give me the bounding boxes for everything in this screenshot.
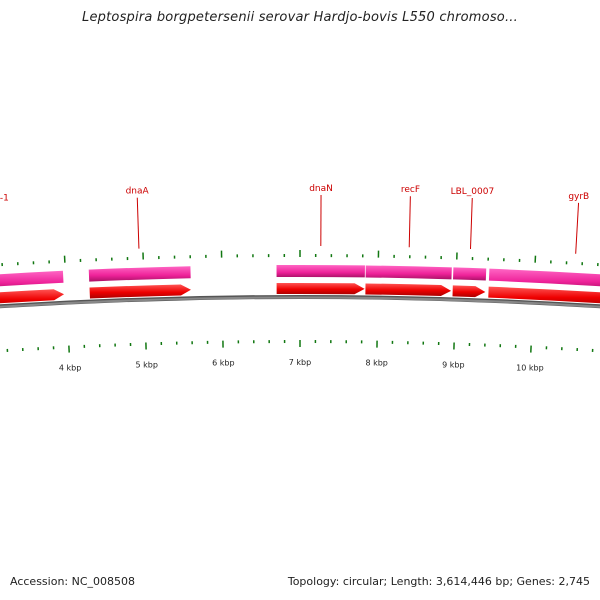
cds-feature-lbl-0007 — [453, 267, 487, 281]
gene-label-lbl-0007: LBL_0007 — [451, 187, 495, 197]
gene-arrow-gyrb — [488, 286, 600, 304]
ticks-layer: 4 kbp 5 kbp 6 kbp 7 kbp 8 kbp 9 kbp 10 kbp — [1, 250, 599, 373]
tick-label: 5 kbp — [135, 360, 157, 369]
cds-feature-dnax-1 — [0, 270, 64, 287]
gene-label-dnaa: dnaA — [126, 187, 150, 197]
gene-arrow-dnan — [276, 283, 365, 295]
gene-label-dnax-1: dnaX-1 — [0, 194, 9, 204]
tick-label: 7 kbp — [289, 358, 311, 367]
map-title: Leptospira borgpetersenii serovar Hardjo… — [82, 10, 518, 25]
accession-text: Accession: NC_008508 — [10, 575, 136, 588]
gene-arrow-dnax-1 — [0, 289, 65, 304]
labels-layer: dnaX-1 dnaA dnaN recF LBL_0007 gyrB — [0, 184, 589, 254]
tick-label: 6 kbp — [212, 359, 234, 368]
gene-arrow-recf — [365, 283, 452, 297]
backbone-layer — [0, 294, 600, 309]
tick-label: 8 kbp — [365, 359, 387, 368]
cds-feature-dnaa — [88, 266, 191, 282]
genome-summary: Topology: circular; Length: 3,614,446 bp… — [287, 575, 590, 588]
gene-label-leader — [136, 197, 140, 249]
gene-arrow-lbl-0007 — [452, 285, 486, 298]
gene-label-gyrb: gyrB — [568, 192, 589, 202]
cds-feature-recf — [365, 265, 452, 280]
gene-label-dnan: dnaN — [309, 184, 333, 194]
cds-feature-gyrb — [488, 268, 600, 287]
cds-feature-dnan — [276, 265, 365, 278]
gene-arrow-dnaa — [89, 284, 191, 299]
gene-label-recf: recF — [401, 185, 420, 195]
chromosome-backbone-highlight — [0, 296, 600, 308]
chromosome-backbone — [0, 294, 600, 309]
gene-label-leader — [408, 196, 411, 248]
gene-label-leader — [575, 202, 580, 254]
tick-label: 10 kbp — [516, 364, 544, 373]
features-layer — [0, 265, 600, 304]
gene-label-leader — [469, 197, 473, 249]
tick-label: 9 kbp — [442, 360, 464, 369]
tick-label: 4 kbp — [59, 364, 81, 373]
